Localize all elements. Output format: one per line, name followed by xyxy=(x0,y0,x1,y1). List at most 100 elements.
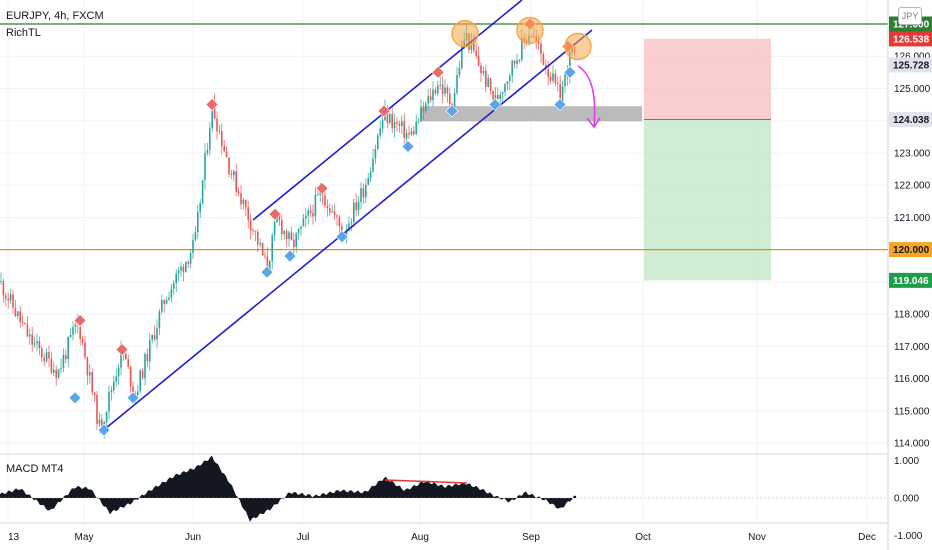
y-tick-label: 114.000 xyxy=(894,439,930,450)
candle-body xyxy=(105,411,108,423)
y-tick-label: 116.000 xyxy=(894,374,930,385)
candle-body xyxy=(12,294,14,308)
price-axis[interactable]: 114.000 115.000 116.000 117.000 118.000 119.0… xyxy=(894,20,931,450)
candle-body xyxy=(5,295,7,299)
candle-body xyxy=(235,171,237,192)
candle-body xyxy=(144,354,146,379)
candle-body xyxy=(386,108,389,123)
candle-body xyxy=(559,84,561,104)
candle-body xyxy=(206,149,209,153)
candle-body xyxy=(353,202,355,223)
candle-body xyxy=(415,121,417,135)
buy-signal-marker xyxy=(68,391,82,405)
y-tick-label: 117.000 xyxy=(894,342,930,353)
price-badge-text-target: 119.046 xyxy=(893,276,929,287)
indicator-label: RichTL xyxy=(6,27,41,39)
candle-body xyxy=(326,205,329,209)
x-tick-label: Dec xyxy=(858,532,876,543)
candle-body xyxy=(245,199,247,208)
candle-body xyxy=(31,334,33,345)
stop-loss-zone xyxy=(644,38,771,120)
candle-body xyxy=(17,311,19,316)
candle-body xyxy=(127,359,129,367)
price-badge-stop xyxy=(889,31,932,47)
candle-body xyxy=(441,84,444,94)
x-tick-label: Jul xyxy=(297,532,310,543)
candle-body xyxy=(295,233,297,248)
candle-body xyxy=(461,46,463,69)
candle-body xyxy=(19,311,21,322)
candle-body xyxy=(456,74,458,93)
sell-signal-marker xyxy=(73,314,87,327)
candle-body xyxy=(324,195,326,206)
y-tick-label: 122.000 xyxy=(894,181,931,192)
candle-body xyxy=(350,222,353,224)
candle-body xyxy=(293,239,295,248)
candle-body xyxy=(434,89,437,94)
y-tick-label: 121.000 xyxy=(894,213,931,224)
candle-body xyxy=(146,354,149,362)
candle-body xyxy=(401,121,403,126)
candle-body xyxy=(393,121,396,129)
candle-body xyxy=(60,367,62,370)
y-tick-label: 115.000 xyxy=(894,406,930,417)
candle-body xyxy=(365,184,367,198)
sell-signal-marker xyxy=(377,104,391,118)
buy-signal-marker xyxy=(260,265,274,279)
candle-body xyxy=(355,202,357,211)
candle-body xyxy=(113,381,115,391)
candle-body xyxy=(429,96,432,101)
price-badge-current xyxy=(889,57,932,73)
y-tick-label: 125.000 xyxy=(894,84,931,95)
projection-arrow-head xyxy=(586,117,601,129)
macd-divergence-line xyxy=(384,479,468,484)
candle-body xyxy=(221,131,223,147)
candle-body xyxy=(84,342,86,358)
buy-signal-marker xyxy=(553,98,567,112)
price-badge-text-current: 125.728 xyxy=(893,60,930,71)
candle-body xyxy=(79,319,81,339)
sell-signal-marker xyxy=(431,65,445,79)
candle-body xyxy=(168,297,170,300)
candle-body xyxy=(53,369,55,373)
candle-body xyxy=(187,261,189,264)
candle-body xyxy=(149,339,151,362)
candle-body xyxy=(369,171,372,179)
candle-body xyxy=(302,218,305,227)
time-axis[interactable]: 13 May Jun Jul Aug Sep Oct Nov Dec xyxy=(8,532,876,543)
candle-body xyxy=(0,281,2,282)
candle-body xyxy=(38,341,41,349)
candle-body xyxy=(509,75,511,82)
candle-body xyxy=(108,391,110,412)
candle-body xyxy=(233,171,235,176)
candle-body xyxy=(475,50,477,56)
candle-body xyxy=(405,133,408,139)
buy-signal-marker xyxy=(445,104,459,118)
candle-body xyxy=(218,131,221,132)
candle-body xyxy=(285,231,288,239)
buy-signal-marker xyxy=(401,140,415,153)
sell-signal-marker xyxy=(205,98,219,112)
candle-body xyxy=(173,283,175,289)
risk-reward-zones xyxy=(420,38,771,281)
candle-body xyxy=(473,40,475,51)
candle-body xyxy=(501,91,504,95)
candle-body xyxy=(7,298,9,301)
currency-button[interactable]: JPY xyxy=(898,7,922,25)
candle-body xyxy=(480,65,482,74)
candle-body xyxy=(101,419,103,430)
candle-body xyxy=(72,327,74,335)
candle-body xyxy=(283,231,285,235)
macd-pane xyxy=(0,455,888,522)
candle-body xyxy=(266,256,269,272)
candle-body xyxy=(549,76,552,81)
candle-body xyxy=(91,371,93,393)
candle-body xyxy=(391,114,393,129)
candle-body xyxy=(141,370,144,379)
y-tick-label: 123.000 xyxy=(894,148,931,159)
macd-tick-label: 0.000 xyxy=(894,494,919,505)
candle-body xyxy=(237,191,240,194)
candle-body xyxy=(153,334,156,340)
candle-body xyxy=(69,334,72,338)
